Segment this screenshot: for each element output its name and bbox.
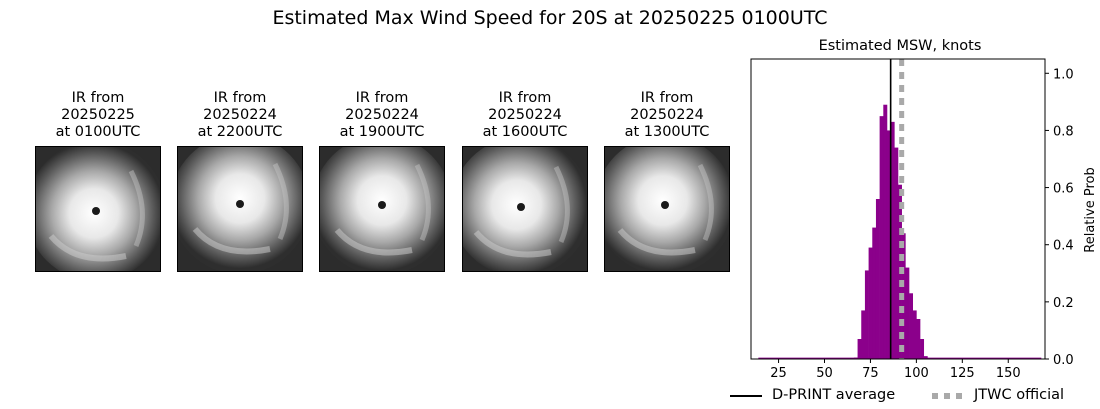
y-tick-label: 0.0 bbox=[1053, 353, 1074, 368]
x-tick-label: 150 bbox=[996, 366, 1021, 381]
ir-satellite-image bbox=[604, 146, 730, 272]
ir-caption-time: at 1900UTC bbox=[339, 124, 425, 140]
x-tick-label: 50 bbox=[816, 366, 833, 381]
histogram-bar bbox=[861, 310, 866, 359]
legend-label-dprint: D-PRINT average bbox=[772, 387, 896, 403]
ir-caption-time: at 1600UTC bbox=[482, 124, 568, 140]
ir-satellite-image bbox=[177, 146, 303, 272]
x-tick-label: 75 bbox=[862, 366, 879, 381]
y-axis-label: Relative Prob bbox=[1083, 167, 1098, 252]
ir-cloud-render bbox=[605, 147, 729, 271]
ir-caption-line1: IR from bbox=[213, 90, 267, 106]
chart-legend: D-PRINT average JTWC official bbox=[728, 386, 1100, 406]
ir-cloud-render bbox=[463, 147, 587, 271]
histogram-bar bbox=[905, 267, 910, 359]
histogram-bar bbox=[909, 293, 913, 359]
ir-cloud-render bbox=[320, 147, 444, 271]
ir-caption-time: at 2200UTC bbox=[197, 124, 283, 140]
ir-caption-date: 20250225 bbox=[61, 107, 135, 123]
chart-title: Estimated MSW, knots bbox=[819, 38, 982, 54]
y-tick-label: 0.2 bbox=[1053, 296, 1074, 311]
histogram-bar bbox=[879, 116, 884, 360]
ir-satellite-image bbox=[462, 146, 588, 272]
histogram-bar bbox=[853, 357, 858, 359]
ir-caption-line1: IR from bbox=[498, 90, 552, 106]
ir-cloud-render bbox=[178, 147, 302, 271]
x-tick-label: 125 bbox=[950, 366, 975, 381]
histogram-bar bbox=[912, 310, 917, 359]
y-tick-label: 0.6 bbox=[1053, 182, 1074, 197]
histogram-bar bbox=[857, 339, 862, 359]
ir-caption-time: at 0100UTC bbox=[55, 124, 141, 140]
ir-panel: IR from 20250224 at 2200UTC bbox=[177, 90, 303, 272]
ir-satellite-image bbox=[319, 146, 445, 272]
histogram-bar bbox=[875, 199, 880, 359]
histogram-bar bbox=[894, 147, 899, 359]
histogram-bar bbox=[916, 319, 921, 359]
ir-panel: IR from 20250224 at 1300UTC bbox=[604, 90, 730, 272]
histogram-bar bbox=[868, 247, 873, 359]
y-tick-label: 0.8 bbox=[1053, 124, 1074, 139]
ir-caption-date: 20250224 bbox=[345, 107, 419, 123]
ir-panel: IR from 20250224 at 1600UTC bbox=[462, 90, 588, 272]
legend-label-jtwc: JTWC official bbox=[974, 387, 1065, 403]
histogram-bar bbox=[883, 104, 888, 359]
ir-cloud-render bbox=[36, 147, 160, 271]
x-tick-label: 100 bbox=[904, 366, 929, 381]
legend-solid-line-swatch bbox=[730, 395, 762, 397]
y-tick-label: 0.4 bbox=[1053, 239, 1074, 254]
histogram-bar bbox=[923, 356, 928, 359]
legend-dotted-line-swatch bbox=[932, 393, 966, 399]
histogram-bar bbox=[890, 121, 895, 359]
ir-caption-date: 20250224 bbox=[630, 107, 704, 123]
plot-frame bbox=[750, 58, 1046, 360]
histogram-bar bbox=[886, 130, 891, 359]
x-tick-label: 25 bbox=[770, 366, 787, 381]
ir-caption-line1: IR from bbox=[640, 90, 694, 106]
y-tick-label: 1.0 bbox=[1053, 67, 1074, 82]
ir-caption-date: 20250224 bbox=[488, 107, 562, 123]
ir-panel: IR from 20250224 at 1900UTC bbox=[319, 90, 445, 272]
figure-title: Estimated Max Wind Speed for 20S at 2025… bbox=[272, 7, 828, 29]
ir-panel: IR from 20250225 at 0100UTC bbox=[35, 90, 161, 272]
histogram-bar bbox=[920, 339, 925, 359]
ir-caption-date: 20250224 bbox=[203, 107, 277, 123]
ir-caption-time: at 1300UTC bbox=[624, 124, 710, 140]
histogram-bar bbox=[872, 227, 877, 359]
histogram-bar bbox=[864, 270, 869, 359]
ir-caption-line1: IR from bbox=[355, 90, 409, 106]
ir-satellite-image bbox=[35, 146, 161, 272]
ir-caption-line1: IR from bbox=[71, 90, 125, 106]
